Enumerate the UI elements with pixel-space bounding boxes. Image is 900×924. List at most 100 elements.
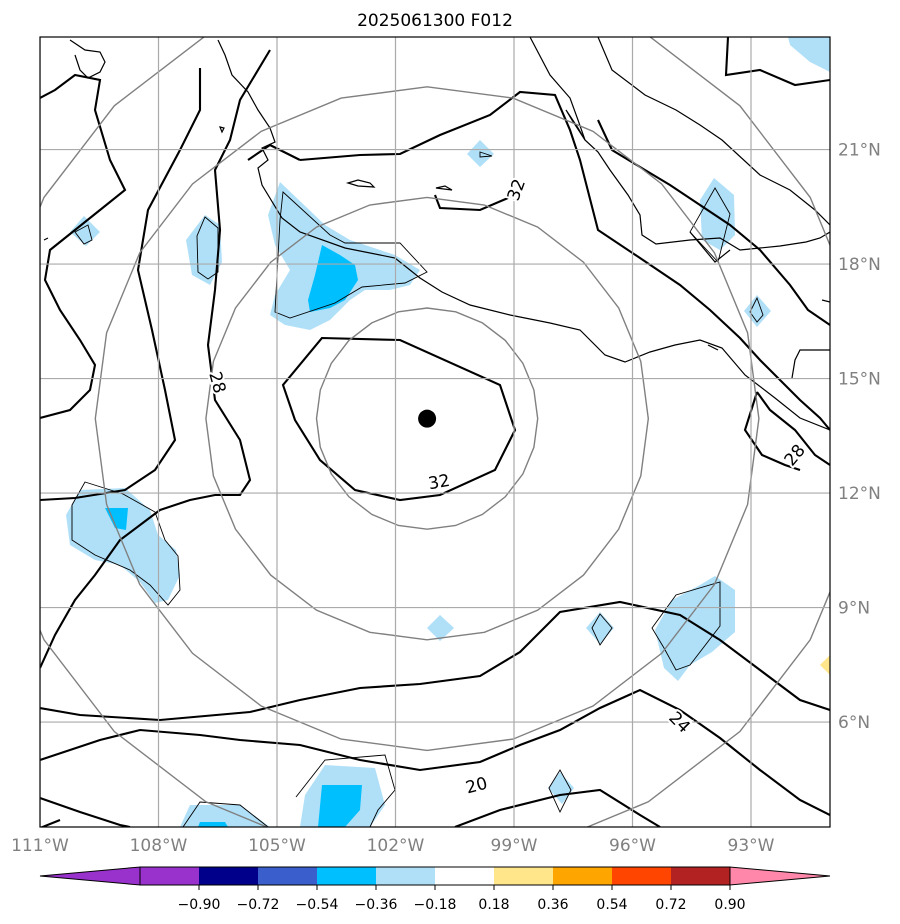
- thick-contour: [299, 90, 830, 431]
- longitude-tick-label: 93°W: [728, 836, 775, 856]
- contour-label: 32: [427, 471, 452, 494]
- thin-contour: [749, 296, 764, 323]
- colorbar-tick-label: −0.90: [178, 897, 221, 913]
- shaded-region: [318, 785, 362, 827]
- range-ring: [94, 86, 760, 752]
- colorbar-tick-label: 0.36: [537, 897, 568, 913]
- storm-center-marker: [418, 409, 437, 428]
- latitude-tick-label: 18°N: [838, 255, 881, 275]
- thick-contour: [40, 797, 131, 827]
- shaded-region: [820, 655, 830, 675]
- colorbar-bin: [494, 867, 554, 885]
- shaded-region: [700, 178, 735, 250]
- coastline: [565, 109, 586, 141]
- latitude-tick-label: 6°N: [838, 713, 870, 733]
- coastlines: [43, 37, 830, 431]
- colorbar-bin: [199, 867, 259, 885]
- coastline: [707, 344, 719, 351]
- coastline: [43, 237, 49, 241]
- thin-contour: [74, 224, 93, 245]
- thin-contour: [196, 216, 219, 280]
- thin-contour: [71, 481, 181, 606]
- latitude-tick-label: 9°N: [838, 599, 870, 619]
- shaded-region: [586, 612, 614, 644]
- longitude-tick-label: 102°W: [367, 836, 425, 856]
- colorbar-under-arrow: [39, 866, 141, 886]
- longitude-tick-label: 99°W: [491, 836, 538, 856]
- colorbar-tick-label: −0.72: [237, 897, 280, 913]
- colorbar-tick-label: 0.72: [655, 897, 686, 913]
- colorbar-bin: [671, 867, 731, 885]
- longitude-tick-label: 105°W: [248, 836, 306, 856]
- shaded-region: [268, 182, 420, 330]
- colorbar-tick-label: 0.54: [596, 897, 627, 913]
- thin-contour: [591, 613, 613, 646]
- thick-contour: [743, 391, 801, 471]
- coastline: [69, 39, 106, 79]
- longitude-labels: 111°W 108°W 105°W 102°W 99°W 96°W 93°W: [11, 836, 775, 856]
- range-rings: [40, 37, 830, 827]
- storm-center-group: [418, 409, 437, 428]
- colorbar-over-arrow: [729, 866, 831, 886]
- colorbar-tick-label: 0.90: [714, 897, 745, 913]
- range-ring: [40, 37, 830, 827]
- longitude-tick-label: 96°W: [609, 836, 656, 856]
- thick-contour: [40, 49, 271, 669]
- thick-contour: [40, 73, 127, 420]
- latitude-tick-label: 15°N: [838, 370, 881, 390]
- shaded-region: [70, 216, 100, 246]
- coastline: [821, 299, 830, 303]
- thick-contour: [597, 119, 830, 326]
- colorbar-tick-label: 0.18: [478, 897, 509, 913]
- longitude-tick-label: 111°W: [11, 836, 69, 856]
- colorbar-bin: [317, 867, 377, 885]
- coastline: [435, 185, 453, 191]
- thick-contour: [756, 391, 830, 466]
- colorbar-bin: [435, 867, 495, 885]
- latitude-labels: 21°N 18°N 15°N 12°N 9°N 6°N: [838, 141, 881, 733]
- thin-contour: [548, 769, 572, 814]
- shaded-region: [186, 215, 222, 285]
- coastline: [791, 349, 830, 379]
- thin-contour: [274, 191, 428, 319]
- coastline: [597, 37, 830, 226]
- shaded-region: [467, 140, 494, 167]
- plot-frame: [39, 36, 831, 828]
- shaded-region: [788, 37, 830, 72]
- coastline: [529, 37, 830, 251]
- colorbar: −0.90 −0.72 −0.54 −0.36 −0.18 0.18 0.36 0.54 0.7…: [39, 866, 831, 913]
- colorbar-bin: [140, 867, 200, 885]
- thick-contours: [40, 37, 830, 827]
- shaded-region: [655, 576, 735, 681]
- coastline: [345, 179, 376, 188]
- gridlines: [40, 37, 830, 827]
- thick-contour: [247, 143, 301, 161]
- colorbar-tick-label: −0.54: [296, 897, 339, 913]
- colorbar-tick-label: −0.18: [414, 897, 457, 913]
- range-ring: [205, 196, 650, 641]
- figure-title: 2025061300 F012: [357, 11, 513, 31]
- thin-contours: [71, 151, 764, 827]
- thick-contour: [40, 688, 830, 816]
- range-ring: [315, 307, 539, 530]
- thick-contour: [281, 336, 517, 502]
- thin-contour: [651, 581, 721, 671]
- shaded-regions: [66, 37, 830, 827]
- longitude-tick-label: 108°W: [130, 836, 188, 856]
- thick-contour: [40, 600, 830, 722]
- coastline: [219, 126, 225, 134]
- latitude-tick-label: 21°N: [838, 141, 881, 161]
- thick-contour: [724, 37, 830, 87]
- thin-contour: [182, 801, 269, 827]
- latitude-tick-label: 12°N: [838, 484, 881, 504]
- colorbar-bin: [612, 867, 672, 885]
- colorbar-bin: [376, 867, 436, 885]
- colorbar-tick-label: −0.36: [355, 897, 398, 913]
- thick-contour: [454, 788, 661, 827]
- colorbar-bin: [553, 867, 613, 885]
- shaded-region: [427, 615, 454, 641]
- thick-contour: [434, 194, 516, 212]
- thin-contour: [479, 151, 493, 158]
